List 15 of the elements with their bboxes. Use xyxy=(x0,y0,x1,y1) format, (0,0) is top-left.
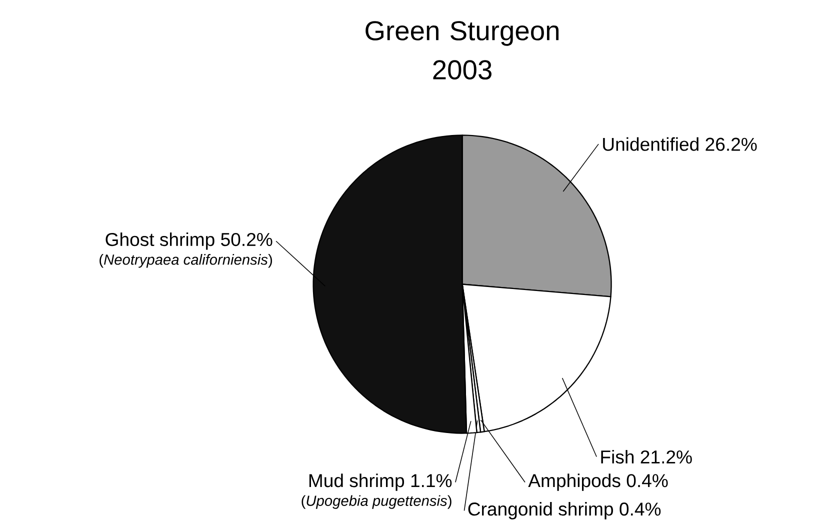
data-label: 50.2% xyxy=(221,232,272,246)
data-label: 21.2% xyxy=(640,450,692,464)
slice-label: Amphipods xyxy=(528,473,620,491)
slice-label: Ghost shrimp xyxy=(106,232,214,250)
text: (Neotrypaea californiensis) xyxy=(100,254,272,268)
data-label: 26.2% xyxy=(706,138,757,151)
slice-label: Fish xyxy=(601,450,634,464)
data-label: 0.4% xyxy=(626,474,668,488)
slice-label: Crangonid shrimp xyxy=(468,502,613,520)
data-label: 1.1% xyxy=(411,474,452,487)
slice-label: Mud shrimp xyxy=(309,473,404,491)
data-label: 0.4% xyxy=(620,502,661,516)
slice-label: Unidentified xyxy=(603,137,698,151)
text: (Upogebia pugettensis) xyxy=(302,495,452,509)
chart-title: Green Sturgeon 2003 xyxy=(366,20,559,80)
